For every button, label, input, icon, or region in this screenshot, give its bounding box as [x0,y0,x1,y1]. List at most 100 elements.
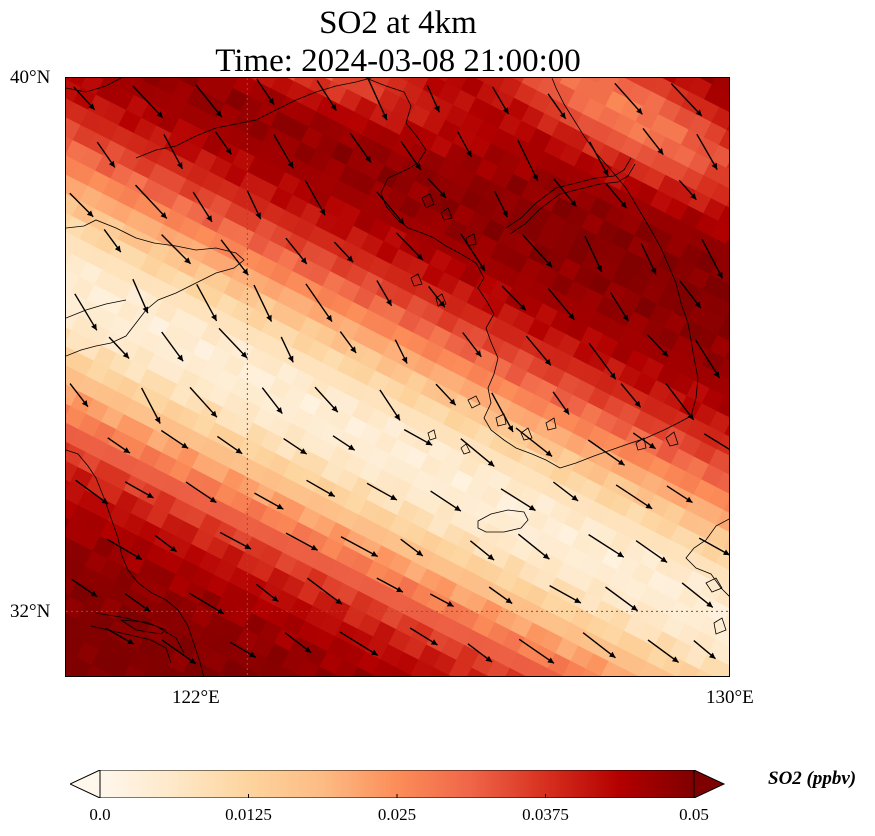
wind-arrow-shaft [132,85,164,119]
wind-arrow-shaft [140,387,161,424]
colorbar-extend-max [693,770,726,798]
so2-cell [197,665,222,676]
wind-arrow-head [571,494,579,501]
wind-arrow-shaft [696,133,718,170]
wind-arrow-head [709,652,716,659]
wind-arrow-head [631,604,638,611]
wind-arrow-head [596,265,602,272]
wind-arrow-shaft [106,538,143,561]
wind-arrow-head [217,608,224,614]
wind-arrow-head [304,646,312,653]
wind-arrow-shaft [163,134,184,170]
colorbar-body [99,770,695,798]
so2-cell [311,666,336,676]
wind-arrow-shaft [500,488,536,512]
so2-cell [486,660,511,676]
wind-arrow-head [570,200,577,207]
wind-arrow-head [390,494,397,500]
wind-arrow-head [507,425,513,432]
colorbar-tick-label-0: 0.0 [89,805,111,824]
wind-arrow-head [416,549,423,556]
korea-west-coast [365,78,561,469]
wind-arrow-head [127,638,134,645]
wind-arrow-shaft [161,639,197,665]
liaodong-coastline [135,78,372,159]
wind-arrow-head [547,657,554,664]
so2-cell [425,667,450,676]
wind-arrow-head [519,304,526,311]
wind-arrow-head [545,260,553,268]
so2-cell [387,667,412,676]
so2-cell [501,667,526,676]
wind-arrow-head [122,352,130,359]
so2-cell [539,668,564,676]
wind-arrow-shaft [395,232,424,261]
wind-arrow-head [300,257,307,264]
wind-arrow-head [276,503,284,510]
wind-arrow-head [276,407,283,414]
map-panel[interactable] [65,77,730,677]
so2-cell [638,661,663,676]
wind-arrow-shaft [615,484,653,510]
so2-cell [83,664,108,676]
wind-arrow-head [319,208,326,216]
colorbar-label: SO2 (ppbv) [768,768,857,789]
lat-tick-label-32: 32°N [10,601,51,622]
wind-arrow-head [617,551,624,558]
wind-arrow-head [225,147,232,155]
wind-arrow-head [365,155,371,163]
wind-arrow-head [609,372,616,380]
so2-cell [554,675,579,676]
wind-arrow-shaft [460,233,486,272]
wind-arrow-head [609,651,616,658]
wind-arrow-head [255,212,261,219]
wind-arrow-head [242,268,249,276]
wind-arrow-head [142,306,149,314]
wind-arrow-head [381,113,388,121]
wind-arrow-head [479,264,485,271]
china-coastline-south [66,449,204,676]
wind-arrow-head [687,413,694,420]
wind-arrow-head [160,212,167,219]
wind-arrow-head [311,544,318,551]
so2-cell [653,669,678,676]
wind-arrow-head [398,218,405,225]
wind-arrow-head [487,460,495,467]
so2-cell [593,676,617,677]
wind-arrow-shaft [273,134,294,169]
wind-arrow-shaft [647,639,680,663]
lon-tick-label-130: 130°E [706,687,754,708]
wind-arrow-head [211,314,217,321]
wind-arrow-shaft [253,284,273,322]
so2-cell [296,658,321,676]
so2-field-map[interactable] [66,78,730,677]
wind-arrow-shaft [518,638,555,664]
wind-arrow-head [371,649,378,656]
wind-arrow-head [371,551,378,557]
so2-cell [615,668,640,676]
wind-arrow-head [416,253,423,260]
wind-arrow-head [240,351,248,358]
wind-arrow-head [636,107,643,115]
colorbar-tick-label-1: 0.0125 [225,805,272,824]
so2-cell [448,659,473,676]
wind-arrow-head [326,314,332,322]
wind-arrow-head [438,300,445,308]
wind-vectors [69,78,729,665]
wind-arrow-head [717,271,723,279]
so2-cell [159,665,184,676]
wind-arrow-head [335,598,343,605]
wind-arrow-shaft [376,191,405,226]
so2-cell [631,676,655,677]
wind-arrow-head [268,98,274,105]
wind-arrow-shaft [367,78,388,121]
wind-arrow-head [620,201,627,209]
wind-arrow-shaft [521,234,553,268]
wind-arrow-shaft [605,586,639,612]
wind-arrow-shaft [635,540,668,563]
wind-arrow-head [502,107,509,115]
wind-arrow-head [177,354,184,362]
so2-cell [235,665,260,676]
wind-arrow-head [287,355,294,363]
wind-arrow-head [146,492,154,498]
